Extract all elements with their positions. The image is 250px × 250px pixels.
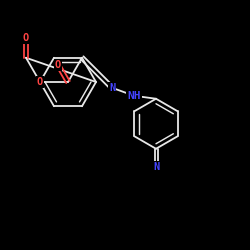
Text: O: O <box>37 77 43 87</box>
Text: N: N <box>153 162 159 172</box>
Text: O: O <box>55 60 61 70</box>
Text: N: N <box>109 83 115 93</box>
Text: NH: NH <box>127 91 141 101</box>
Text: O: O <box>23 33 29 43</box>
